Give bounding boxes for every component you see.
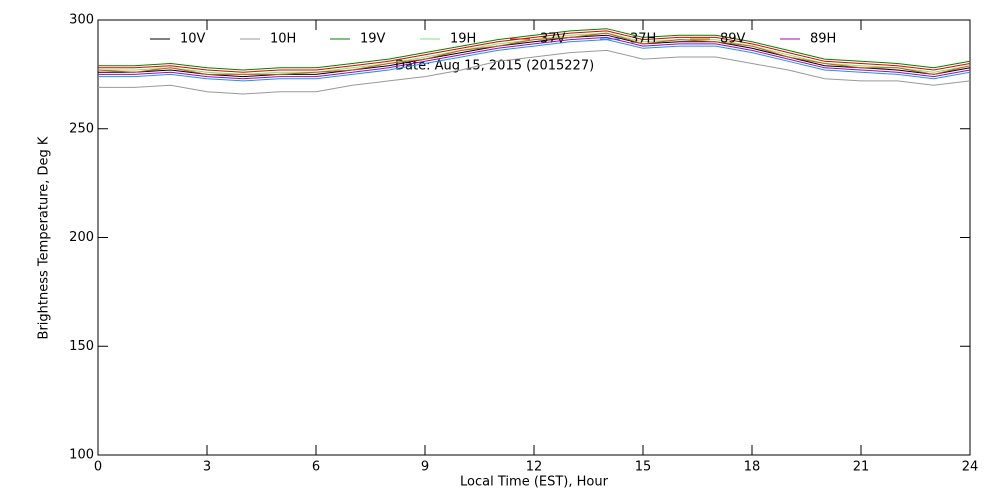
x-tick-label: 24: [962, 460, 979, 475]
legend-label: 10H: [270, 32, 296, 47]
x-tick-label: 0: [94, 460, 102, 475]
annotation: Date: Aug 15, 2015 (2015227): [395, 59, 594, 74]
series-line: [98, 39, 971, 82]
y-tick-label: 150: [69, 339, 94, 354]
legend-label: 89V: [720, 32, 746, 47]
legend-label: 19V: [360, 32, 386, 47]
x-tick-label: 12: [526, 460, 543, 475]
legend-label: 10V: [180, 32, 206, 47]
x-tick-label: 9: [421, 460, 429, 475]
x-tick-label: 21: [853, 460, 870, 475]
series-line: [98, 28, 971, 71]
series-line: [97, 32, 971, 75]
y-tick-label: 300: [69, 13, 94, 28]
y-tick-label: 200: [69, 230, 94, 245]
x-tick-label: 3: [203, 460, 211, 475]
y-tick-label: 250: [69, 121, 94, 136]
series-line: [98, 36, 971, 80]
legend-label: 89H: [810, 32, 836, 47]
y-tick-label: 100: [69, 448, 94, 463]
x-tick-label: 15: [635, 460, 652, 475]
x-tick-label: 6: [312, 460, 320, 475]
x-axis-label: Local Time (EST), Hour: [460, 475, 609, 490]
x-tick-label: 18: [744, 460, 761, 475]
y-axis-label: Brightness Temperature, Deg K: [37, 136, 52, 339]
series-line: [98, 30, 971, 73]
plot-frame: [97, 19, 971, 456]
series-line: [98, 49, 971, 95]
legend-label: 19H: [450, 32, 476, 47]
series-line: [98, 34, 971, 78]
